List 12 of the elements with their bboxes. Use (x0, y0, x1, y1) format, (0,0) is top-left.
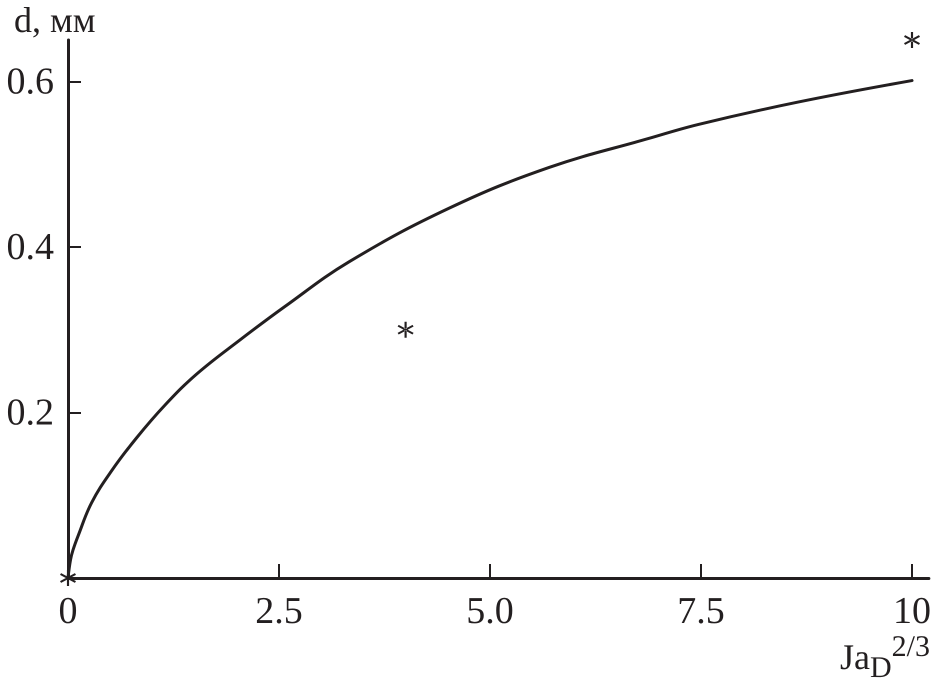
x-tick-label: 5.0 (466, 590, 514, 632)
y-axis-title: d, мм (14, 0, 96, 40)
x-tick-label: 7.5 (677, 590, 725, 632)
x-tick-label: 10 (893, 590, 931, 632)
point (398, 322, 414, 338)
y-tick-label: 0.4 (6, 226, 54, 268)
point (904, 32, 920, 48)
x-tick-label: 0 (58, 590, 78, 632)
y-tick-label: 0.2 (6, 391, 54, 434)
point (60, 570, 76, 586)
y-tick-label: 0.6 (6, 60, 54, 102)
x-tick-label: 2.5 (255, 590, 303, 632)
